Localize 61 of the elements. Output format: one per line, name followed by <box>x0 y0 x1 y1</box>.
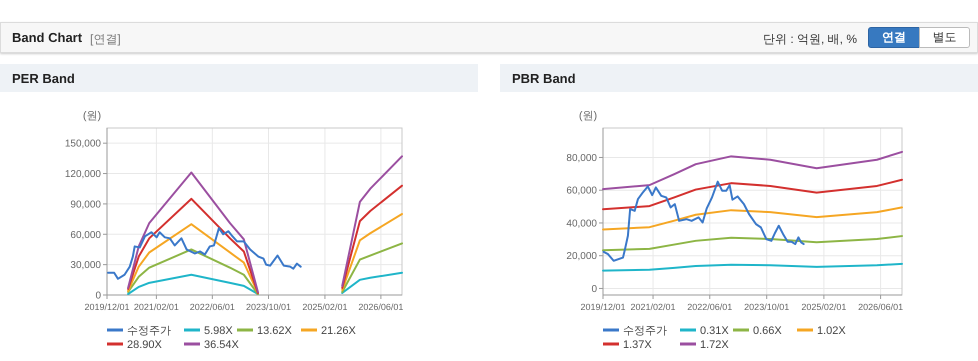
line-series <box>602 206 903 231</box>
legend-label: 0.31X <box>700 325 730 337</box>
line-series <box>602 262 903 272</box>
x-tick-label: 2019/12/01 <box>580 302 626 312</box>
legend-label: 21.26X <box>321 325 357 337</box>
line-series <box>341 155 403 287</box>
y-tick-label: 150,000 <box>64 138 102 150</box>
y-tick-label: 60,000 <box>566 186 598 197</box>
x-tick-label: 2022/06/01 <box>687 302 732 312</box>
y-tick-label: 80,000 <box>566 152 598 164</box>
legend-label: 28.90X <box>127 339 163 351</box>
x-tick-label: 2021/02/01 <box>630 302 676 312</box>
line-series <box>127 172 259 293</box>
line-series <box>107 227 302 280</box>
line-series <box>602 150 903 190</box>
text: 연결 <box>868 27 920 48</box>
line-series <box>602 235 903 252</box>
line-series <box>602 180 805 262</box>
x-tick-label: 2026/06/01 <box>358 302 404 312</box>
y-tick-label: 40,000 <box>566 218 598 230</box>
x-tick-label: 2023/10/01 <box>744 302 790 312</box>
chart-title: PBR Band <box>512 71 576 86</box>
x-tick-label: 2026/06/01 <box>858 302 904 312</box>
x-tick-label: 2025/02/01 <box>801 302 846 312</box>
legend-label: 0.66X <box>753 325 782 337</box>
line-series <box>341 272 403 294</box>
text: [연결] <box>90 31 121 48</box>
x-tick-label: 2023/10/01 <box>246 302 292 312</box>
legend-label: 수정주가 <box>127 325 171 337</box>
x-tick-label: 2021/02/01 <box>134 302 179 312</box>
legend-label: 1.37X <box>623 339 652 351</box>
legend-label: 36.54X <box>204 339 240 351</box>
line-series <box>602 178 903 210</box>
y-tick-label: 120,000 <box>64 169 102 180</box>
y-tick-label: 0 <box>591 284 598 295</box>
y-tick-label: 90,000 <box>70 199 102 210</box>
chart-title: PER Band <box>12 71 75 86</box>
legend-label: 13.62X <box>257 325 293 337</box>
text: Band Chart <box>12 30 82 45</box>
y-axis-title: (원) <box>82 110 102 122</box>
x-tick-label: 2025/02/01 <box>302 302 348 312</box>
line-series <box>341 213 403 291</box>
line-series <box>127 223 259 294</box>
y-tick-label: 0 <box>95 290 102 302</box>
x-tick-label: 2019/12/01 <box>84 302 130 312</box>
y-tick-label: 60,000 <box>70 230 102 241</box>
text: 별도 <box>919 27 970 48</box>
y-tick-label: 30,000 <box>70 260 102 272</box>
line-series <box>341 242 403 293</box>
legend-label: 1.72X <box>700 339 730 351</box>
line-series <box>127 248 259 295</box>
y-axis-title: (원) <box>578 110 598 122</box>
line-series <box>127 198 259 294</box>
line-series <box>127 274 259 295</box>
legend-label: 수정주가 <box>623 325 667 337</box>
legend-label: 5.98X <box>204 325 234 337</box>
y-tick-label: 20,000 <box>566 251 598 262</box>
legend-label: 1.02X <box>817 325 846 337</box>
text: 단위 : 억원, 배, % <box>762 31 857 48</box>
line-series <box>341 184 403 289</box>
x-tick-label: 2022/06/01 <box>190 302 235 312</box>
